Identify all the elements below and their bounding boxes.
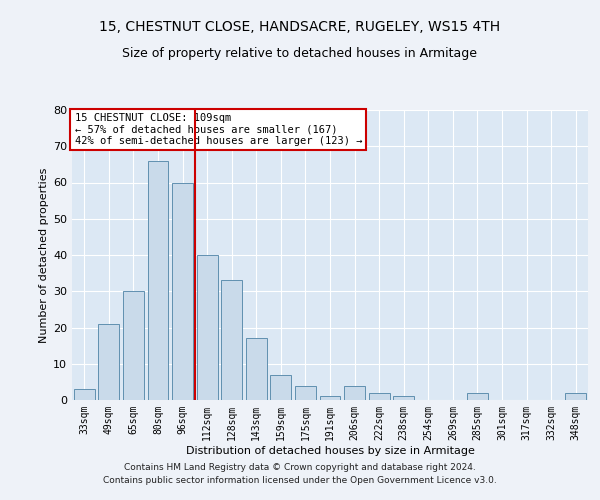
Bar <box>148 161 169 400</box>
Text: Contains public sector information licensed under the Open Government Licence v3: Contains public sector information licen… <box>103 476 497 485</box>
Text: 15, CHESTNUT CLOSE, HANDSACRE, RUGELEY, WS15 4TH: 15, CHESTNUT CLOSE, HANDSACRE, RUGELEY, … <box>100 20 500 34</box>
Bar <box>320 396 340 400</box>
Bar <box>74 389 95 400</box>
Bar <box>344 386 365 400</box>
Bar <box>467 393 488 400</box>
Bar <box>123 291 144 400</box>
Bar <box>368 393 389 400</box>
Y-axis label: Number of detached properties: Number of detached properties <box>39 168 49 342</box>
Bar <box>565 393 586 400</box>
Text: 15 CHESTNUT CLOSE: 109sqm
← 57% of detached houses are smaller (167)
42% of semi: 15 CHESTNUT CLOSE: 109sqm ← 57% of detac… <box>74 113 362 146</box>
Bar <box>221 280 242 400</box>
Bar <box>271 374 292 400</box>
Text: Size of property relative to detached houses in Armitage: Size of property relative to detached ho… <box>122 48 478 60</box>
X-axis label: Distribution of detached houses by size in Armitage: Distribution of detached houses by size … <box>185 446 475 456</box>
Bar <box>197 255 218 400</box>
Bar <box>172 182 193 400</box>
Text: Contains HM Land Registry data © Crown copyright and database right 2024.: Contains HM Land Registry data © Crown c… <box>124 462 476 471</box>
Bar <box>393 396 414 400</box>
Bar <box>246 338 267 400</box>
Bar <box>98 324 119 400</box>
Bar <box>295 386 316 400</box>
